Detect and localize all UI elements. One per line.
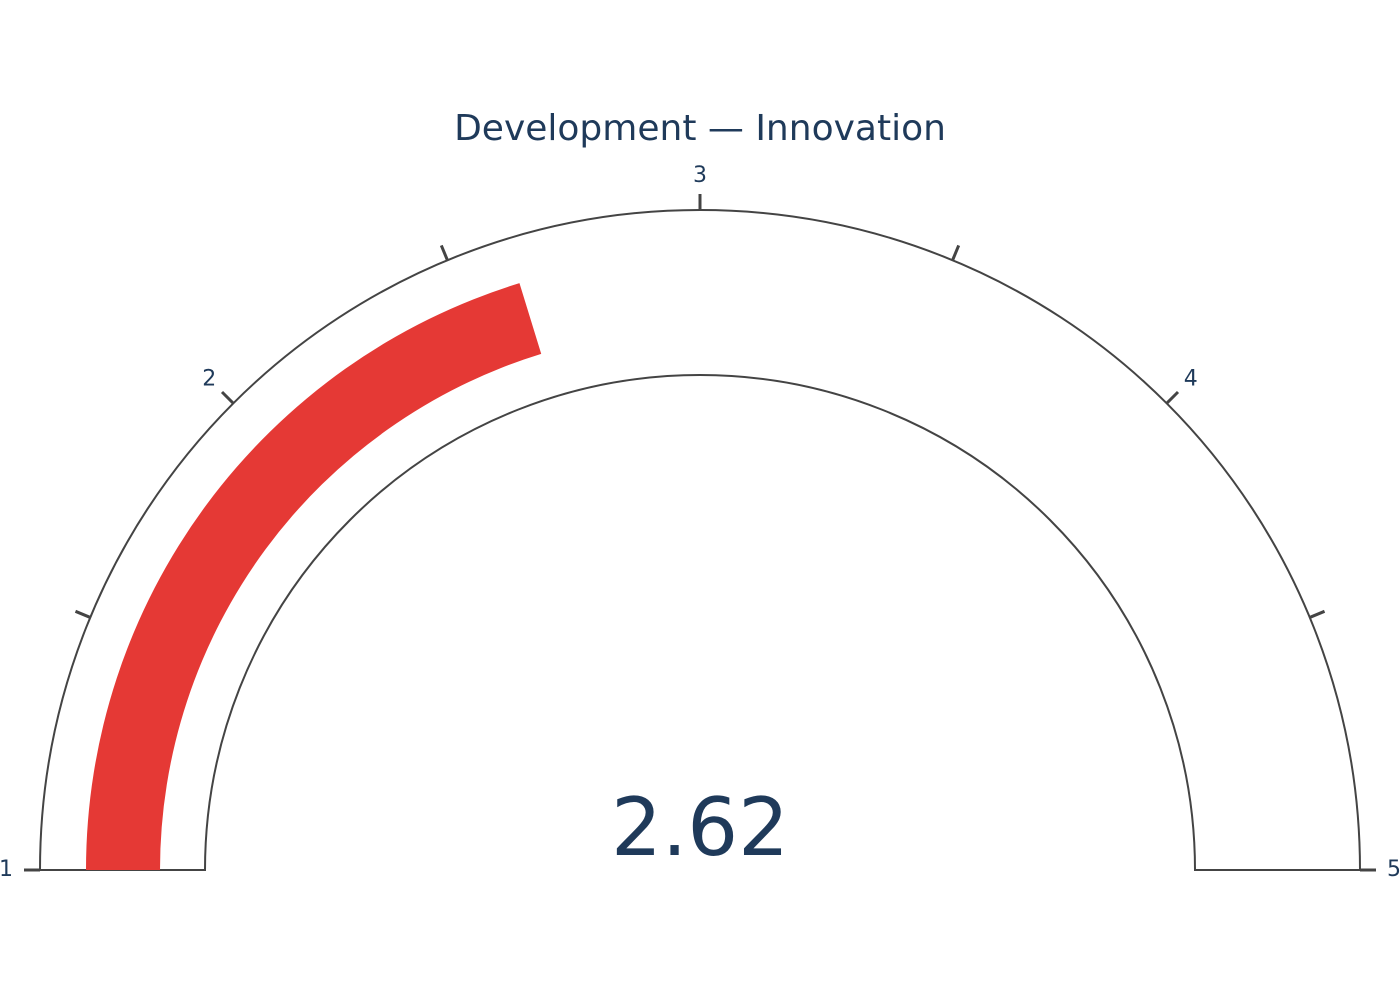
gauge-major-tick [1165,390,1180,405]
gauge-minor-tick [439,244,449,261]
gauge-ticks: 1 2 3 4 5 [0,163,1400,882]
gauge-minor-tick [951,244,961,261]
gauge-minor-tick [1309,609,1326,619]
gauge-value: 2.62 [611,781,789,874]
gauge-outline [38,209,1362,871]
gauge-tick-label: 1 [0,857,13,882]
gauge-tick-label: 3 [693,163,707,188]
gauge-minor-tick [74,609,91,619]
gauge-value-bar [86,283,542,870]
gauge-major-tick [220,390,235,405]
chart-title: Development — Innovation [454,108,946,149]
gauge-tick-label: 4 [1184,366,1198,391]
gauge-tick-label: 5 [1387,857,1400,882]
gauge-tick-label: 2 [202,366,216,391]
